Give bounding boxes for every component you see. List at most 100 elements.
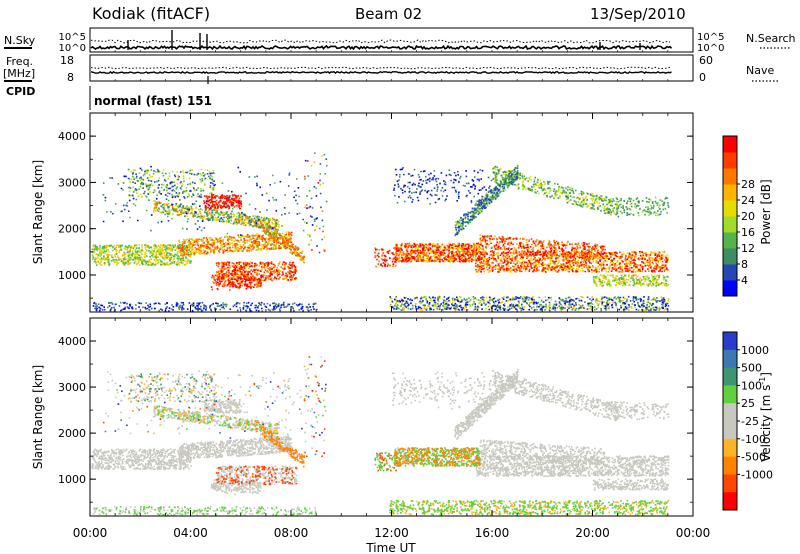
heatmap-cells	[92, 159, 669, 312]
cpid-panel: normal (fast) 151	[89, 86, 212, 110]
colorbar-tick-label: 25	[741, 397, 755, 410]
y-tick-label: 1000	[58, 473, 86, 486]
velocity-panel: 1000 2000 3000 4000 Slant Range [km] 1000 50…	[31, 317, 773, 517]
velocity-colorbar-label: Velocity [m s-1]	[758, 372, 773, 462]
freq-right-tick-top: 60	[699, 54, 713, 67]
noise-traces	[90, 30, 673, 51]
colorbar-segment	[723, 349, 737, 369]
y-tick-label: 1000	[58, 269, 86, 282]
colorbar-segment	[723, 403, 737, 422]
velocity-colorbar-unit-base: [m s	[759, 385, 773, 411]
heatmap-cells	[153, 202, 669, 291]
y-tick-label: 3000	[58, 381, 86, 394]
velocity-colorbar-unit-exp: -1	[758, 377, 767, 385]
noise-left-tick-bottom: 10^0	[59, 43, 86, 54]
y-tick-label: 2000	[58, 223, 86, 236]
freq-label: Freq.	[6, 55, 33, 68]
nave-trace	[90, 66, 671, 70]
frequency-panel: Freq. [MHz] CPID 18 8 60 0 Nave	[3, 54, 780, 98]
velocity-heatmap	[91, 356, 670, 516]
colorbar-segment	[723, 492, 737, 511]
colorbar-segment	[723, 264, 737, 281]
colorbar-tick-label: 16	[741, 226, 755, 239]
noise-right-tick-top: 10^5	[697, 32, 724, 43]
nsky-trace	[90, 44, 673, 51]
colorbar-segment	[723, 248, 737, 265]
colorbar-segment	[723, 216, 737, 233]
noise-left-tick-top: 10^5	[59, 32, 86, 43]
cpid-label: CPID	[6, 85, 35, 98]
heatmap-cells	[93, 158, 670, 312]
colorbar-tick-label: -500	[741, 451, 766, 464]
y-tick-label: 4000	[58, 130, 86, 143]
beam-title: Beam 02	[355, 5, 422, 23]
nave-label: Nave	[746, 64, 774, 77]
y-tick-label: 2000	[58, 427, 86, 440]
colorbar-segment	[723, 184, 737, 201]
colorbar-tick-label: 28	[741, 178, 755, 191]
colorbar-segment	[723, 438, 737, 458]
colorbar-tick-label: -25	[741, 415, 759, 428]
noise-panel: N.Sky 10^5 10^0 10^5 10^0 N.Search	[4, 27, 796, 54]
station-title: Kodiak (fitACF)	[92, 4, 210, 23]
colorbar-tick-label: 100	[741, 379, 762, 392]
y-tick-label: 4000	[58, 335, 86, 348]
date-title: 13/Sep/2010	[590, 5, 686, 23]
heatmap-cells	[127, 365, 670, 516]
x-axis-label: Time UT	[365, 541, 416, 554]
colorbar-segment	[723, 152, 737, 169]
x-axis: 00:00 04:00 08:00 12:00 16:00 20:00 00:00	[73, 50, 711, 540]
freq-unit-label: [MHz]	[3, 67, 35, 80]
colorbar-tick-label: 20	[741, 210, 755, 223]
freq-right-tick-bottom: 0	[699, 71, 706, 84]
colorbar-tick-label: 8	[741, 258, 748, 271]
velocity-colorbar-label-text: Velocity	[759, 415, 773, 462]
heatmap-cells	[92, 161, 669, 312]
colorbar-tick-label: 500	[741, 362, 762, 375]
power-heatmap	[91, 152, 670, 312]
freq-left-tick-top: 18	[60, 54, 74, 67]
velocity-colorbar-unit-close: ]	[759, 372, 773, 377]
nsearch-label: N.Search	[746, 32, 796, 45]
x-tick-label: 12:00	[374, 526, 409, 540]
colorbar-segment	[723, 232, 737, 249]
colorbar-segment	[723, 136, 737, 153]
x-tick-label: 04:00	[173, 526, 208, 540]
colorbar-segment	[723, 474, 737, 493]
power-panel: 1000 2000 3000 4000 Slant Range [km] 4 8 12 16…	[31, 112, 773, 313]
heatmap-cells	[95, 363, 668, 516]
velocity-ylabel: Slant Range [km]	[31, 365, 45, 469]
heatmap-cells	[94, 153, 670, 312]
freq-traces	[90, 66, 672, 84]
colorbar-tick-label: 24	[741, 194, 755, 207]
y-tick-label: 3000	[58, 176, 86, 189]
colorbar-segment	[723, 168, 737, 185]
velocity-yticks: 1000 2000 3000 4000	[58, 317, 693, 503]
colorbar-segment	[723, 332, 737, 351]
freq-left-tick-bottom: 8	[67, 71, 74, 84]
colorbar-segment	[723, 456, 737, 475]
x-tick-label: 00:00	[73, 526, 108, 540]
freq-trace	[90, 70, 672, 75]
colorbar-tick-label: 12	[741, 242, 755, 255]
noise-right-tick-bottom: 10^0	[697, 43, 724, 54]
colorbar-segment	[723, 200, 737, 217]
heatmap-cells	[91, 356, 670, 516]
power-yticks: 1000 2000 3000 4000	[58, 112, 693, 299]
colorbar-segment	[723, 385, 737, 404]
heatmap-cells	[93, 155, 669, 312]
x-tick-label: 08:00	[274, 526, 309, 540]
colorbar-segment	[723, 280, 737, 297]
colorbar-segment	[723, 421, 737, 440]
nsearch-trace	[90, 39, 671, 44]
power-colorbar: 4 8 12 16 20 24 28	[722, 135, 755, 297]
velocity-colorbar: 1000 500 100 25 -25 -100 -500 -1000	[722, 331, 773, 511]
colorbar-tick-label: 1000	[741, 344, 769, 357]
colorbar-segment	[723, 367, 737, 386]
x-tick-label: 00:00	[676, 526, 711, 540]
colorbar-tick-label: -100	[741, 433, 766, 446]
x-tick-label: 20:00	[575, 526, 610, 540]
power-ylabel: Slant Range [km]	[31, 160, 45, 264]
colorbar-tick-label: 4	[741, 274, 748, 287]
